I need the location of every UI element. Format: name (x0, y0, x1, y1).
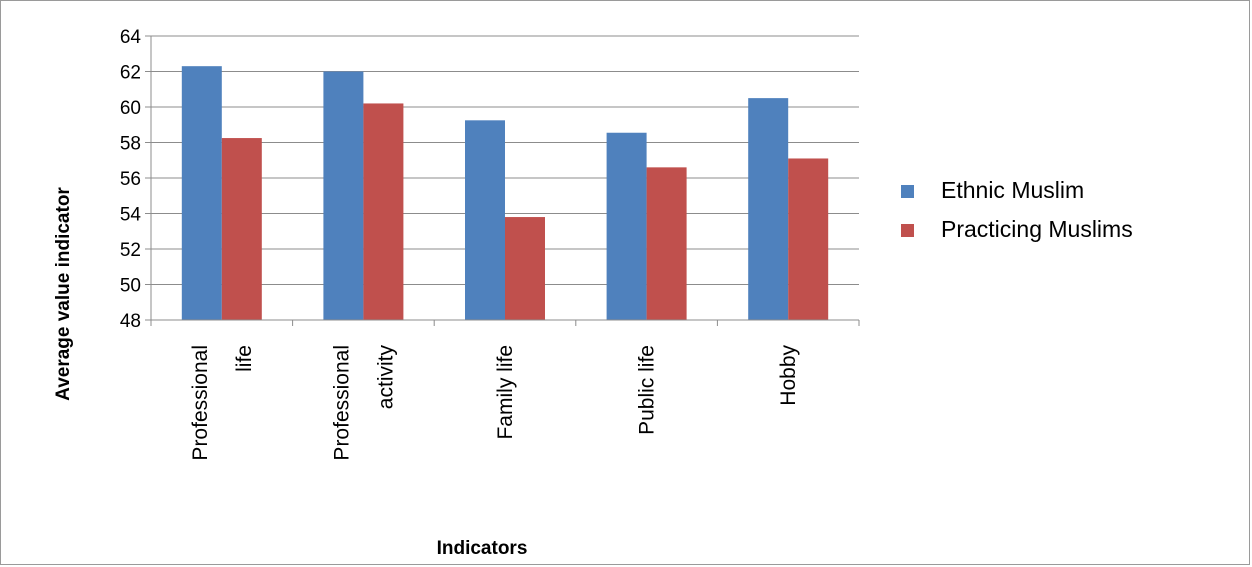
y-tick-label: 62 (120, 63, 141, 84)
labels: 48 50 52 54 56 58 60 62 64 Professional life Profes… (120, 27, 800, 461)
y-tick-label: 58 (120, 134, 141, 155)
legend: Ethnic Muslim Practicing Muslims (901, 177, 1133, 242)
y-axis-title: Average value indicator (53, 187, 74, 401)
bar-ethnic-muslim (181, 66, 222, 320)
legend-swatch-ethnic-muslim (901, 185, 914, 198)
y-tick-label: 48 (120, 311, 141, 332)
x-axis-title: Indicators (437, 538, 528, 559)
bar-practicing-muslims (788, 158, 829, 320)
bar-ethnic-muslim (465, 120, 505, 320)
y-tick-label: 60 (120, 98, 141, 119)
bars (181, 66, 829, 320)
category-label: activity (374, 345, 397, 410)
y-tick-label: 50 (120, 276, 141, 297)
bar-practicing-muslims (646, 167, 687, 320)
legend-label: Ethnic Muslim (941, 177, 1084, 203)
bar-ethnic-muslim (748, 98, 789, 320)
category-label: life (233, 345, 256, 372)
bar-practicing-muslims (221, 138, 262, 320)
category-label: Family life (494, 345, 517, 440)
y-tick-label: 52 (120, 240, 141, 261)
y-tick-label: 56 (120, 169, 141, 190)
bar-ethnic-muslim (606, 132, 647, 320)
category-label: Public life (636, 345, 659, 435)
bar-practicing-muslims (363, 103, 404, 320)
legend-swatch-practicing-muslims (901, 224, 914, 237)
legend-label: Practicing Muslims (941, 216, 1133, 242)
bar-ethnic-muslim (323, 71, 364, 320)
category-label: Professional (330, 345, 353, 461)
y-tick-label: 64 (120, 27, 142, 48)
y-tick-label: 54 (120, 205, 142, 226)
axes (145, 35, 860, 326)
category-label: Professional (189, 345, 212, 461)
category-label: Hobby (777, 345, 800, 406)
bar-practicing-muslims (505, 217, 545, 320)
